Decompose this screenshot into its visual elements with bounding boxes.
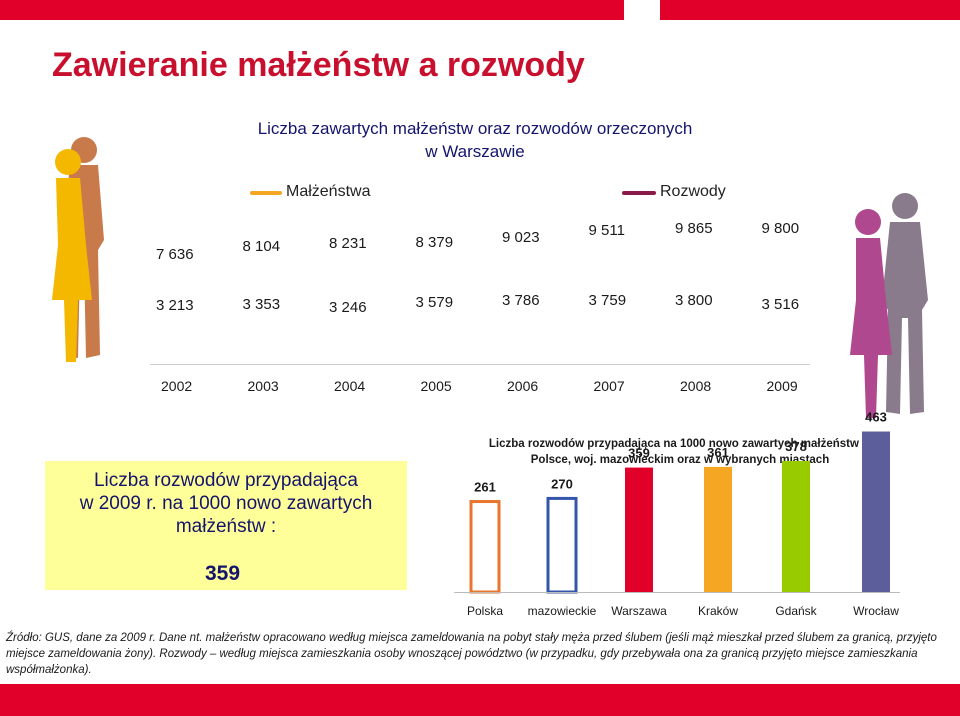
year-label: 2002 (161, 378, 193, 394)
year-label: 2008 (680, 378, 712, 394)
info-box-text: Liczba rozwodów przypadająca w 2009 r. n… (45, 469, 407, 538)
top-chart-separator (150, 364, 810, 365)
source-note: Źródło: GUS, dane za 2009 r. Dane nt. ma… (6, 632, 937, 676)
bar-value-label: 463 (865, 410, 887, 425)
bar-chart-title: Liczba rozwodów przypadająca na 1000 now… (488, 438, 872, 466)
right-couple-icon (850, 193, 928, 418)
bar-value-label: 361 (707, 445, 729, 460)
year-label: 2009 (766, 378, 798, 394)
top-chart-subtitle-2: w Warszawie (425, 142, 525, 161)
legend-divorces-swatch (622, 191, 656, 195)
divorces-value-label: 3 759 (588, 292, 627, 309)
bar-category-label: Polska (467, 604, 503, 618)
legend-marriages-swatch (250, 191, 282, 195)
bar-category-label: Kraków (698, 604, 738, 618)
bar-warszawa (625, 467, 653, 592)
bar-value-label: 261 (474, 480, 496, 495)
marriages-value-label: 9 800 (761, 220, 800, 237)
divorces-value-label: 3 579 (415, 294, 454, 311)
divorces-value-label: 3 786 (502, 292, 540, 309)
marriages-value-label: 9 865 (675, 220, 713, 237)
bar-mazowieckie (546, 496, 578, 594)
legend-marriages-label: Małżeństwa (286, 183, 371, 200)
divorces-value-label: 3 800 (675, 292, 713, 309)
info-box-value: 359 (205, 562, 241, 585)
bar-value-label: 359 (628, 446, 650, 461)
bar-kraków (704, 466, 732, 592)
bar-category-label: mazowieckie (528, 604, 597, 618)
bar-polska (469, 500, 501, 594)
bar-value-label: 270 (551, 476, 573, 491)
bar-chart-baseline (454, 592, 900, 593)
bar-gdańsk (782, 460, 810, 592)
year-label: 2005 (420, 378, 452, 394)
legend-divorces-label: Rozwody (660, 183, 726, 200)
info-box: Liczba rozwodów przypadająca w 2009 r. n… (45, 461, 407, 590)
top-red-bar-left (0, 0, 624, 20)
bar-category-label: Warszawa (611, 604, 667, 618)
bar-category-label: Wrocław (853, 604, 899, 618)
year-label: 2006 (507, 378, 539, 394)
marriages-value-label: 9 511 (588, 222, 625, 239)
divorces-value-label: 3 516 (761, 296, 800, 313)
divorces-value-label: 3 246 (329, 299, 367, 316)
divorces-value-label: 3 213 (156, 297, 194, 314)
top-red-bar-right (660, 0, 960, 20)
bar-category-label: Gdańsk (775, 604, 817, 618)
marriages-value-label: 9 023 (502, 229, 540, 246)
year-label: 2003 (247, 378, 279, 394)
info-line-2: w 2009 r. na 1000 nowo zawartych (79, 493, 373, 514)
top-chart-subtitle-1: Liczba zawartych małżeństw oraz rozwodów… (257, 119, 693, 138)
year-label: 2004 (334, 378, 366, 394)
info-line-1: Liczba rozwodów przypadająca (93, 470, 359, 491)
bottom-red-bar (0, 684, 960, 716)
left-couple-icon (52, 137, 104, 362)
bar-value-label: 378 (785, 439, 807, 454)
bar-wrocław (862, 431, 890, 592)
info-line-3: małżeństw : (175, 516, 277, 537)
divorces-value-label: 3 353 (242, 296, 281, 313)
marriages-value-label: 8 379 (415, 234, 454, 251)
marriages-value-label: 7 636 (156, 246, 194, 263)
marriages-value-label: 8 231 (329, 235, 367, 252)
marriages-value-label: 8 104 (242, 238, 281, 255)
page-title: Zawieranie małżeństw a rozwody (52, 46, 585, 84)
year-label: 2007 (593, 378, 625, 394)
